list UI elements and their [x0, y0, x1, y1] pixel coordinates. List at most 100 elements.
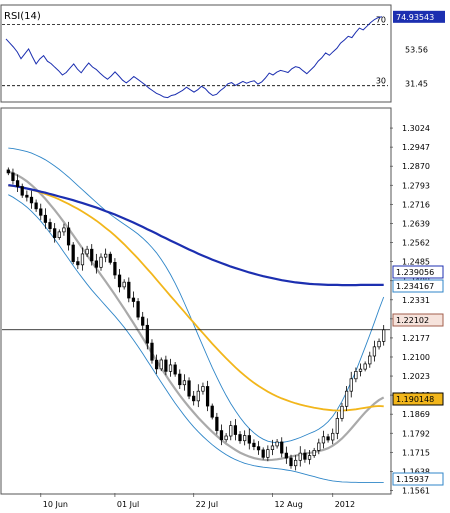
candle-body	[196, 390, 200, 402]
candle-body	[122, 281, 126, 288]
rsi-level-label: 70	[376, 15, 386, 24]
candle-body	[154, 359, 159, 370]
price-tick-label: 1.3024	[402, 124, 430, 133]
candle-body	[187, 380, 191, 397]
price-tick-label: 1.1792	[402, 429, 430, 438]
rsi-line	[5, 16, 383, 99]
candle-body	[354, 371, 358, 380]
price-value-tag	[392, 265, 444, 279]
candle-body	[76, 261, 80, 266]
candle-body	[62, 227, 66, 233]
price-tick-label: 1.2716	[402, 200, 430, 209]
x-tick-label: 22 Jul	[196, 500, 218, 509]
candle-body	[238, 434, 242, 442]
candle-body	[382, 329, 386, 342]
price-tick-label: 1.2177	[402, 334, 430, 343]
price-panel: 1.3024 1.2947 1.2870 1.2793 1.2716 1.2639 1.25…	[0, 107, 444, 509]
price-value-tag	[392, 392, 444, 406]
candle-body	[178, 373, 182, 386]
price-tick-label: 1.1715	[402, 448, 430, 457]
price-value-tag	[392, 279, 444, 293]
candle-body	[215, 416, 219, 431]
candle-body	[48, 222, 52, 230]
candle-body	[80, 253, 85, 266]
price-value-tag-text: 1.190148	[396, 395, 434, 404]
candle-body	[25, 194, 29, 198]
candle-body	[275, 441, 279, 447]
candle-body	[20, 186, 24, 196]
candle-body	[335, 418, 339, 434]
candle-body	[317, 442, 321, 451]
candle-body	[252, 442, 256, 448]
candle-body	[11, 172, 15, 181]
candle-body	[201, 386, 205, 392]
candle-body	[261, 449, 265, 458]
price-value-tag-text: 1.234167	[396, 282, 434, 291]
price-series-line	[8, 184, 384, 412]
candle-body	[29, 196, 34, 204]
candle-body	[256, 446, 261, 451]
candle-body	[224, 435, 228, 441]
candle-body	[57, 231, 61, 238]
x-tick-label: 10 Jun	[43, 500, 68, 509]
candle-body	[66, 227, 71, 246]
candle-body	[229, 425, 233, 437]
candle-body	[39, 208, 43, 216]
x-tick-label: 01 Jul	[117, 500, 139, 509]
candle-body	[205, 386, 210, 407]
candle-body	[145, 324, 149, 344]
price-tick-label: 1.2331	[402, 296, 430, 305]
candle-body	[344, 390, 349, 407]
price-tick-label: 1.1638	[402, 467, 430, 476]
candle-body	[280, 441, 284, 454]
price-series-line	[7, 170, 385, 462]
rsi-value-tag	[393, 10, 445, 23]
rsi-panel: RSI(14) 30 70 53.56 31.45 74.93543	[0, 4, 445, 103]
candle-body	[182, 380, 187, 386]
rsi-title: RSI(14)	[4, 11, 41, 22]
candle-body	[266, 449, 270, 458]
candle-body	[307, 455, 312, 460]
candle-body	[136, 301, 140, 318]
price-tick-label: 1.2562	[402, 239, 430, 248]
candle-body	[340, 405, 344, 419]
candle-body	[85, 248, 89, 255]
price-tick-label: 1.2023	[402, 372, 430, 381]
candle-body	[363, 363, 367, 370]
price-tick-label: 1.2100	[402, 353, 430, 362]
candle-body	[53, 228, 57, 238]
rsi-tick-label: 31.45	[405, 79, 428, 88]
price-tick-label: 1.1869	[402, 410, 430, 419]
candle-body	[117, 274, 122, 288]
x-tick-label: 12 Aug	[274, 500, 302, 509]
price-tick-label: 1.2947	[402, 143, 430, 152]
rsi-value-tag-text: 74.93543	[396, 13, 434, 22]
candle-body	[377, 341, 381, 348]
candle-body	[164, 359, 168, 372]
x-tick-label: 2012	[335, 500, 355, 509]
candle-body	[358, 368, 363, 372]
candle-body	[372, 346, 377, 357]
candle-body	[331, 432, 335, 441]
candle-body	[326, 436, 330, 441]
price-value-tag-text: 1.15937	[396, 475, 429, 484]
candle-body	[243, 435, 247, 442]
candle-body	[43, 214, 48, 223]
candle-body	[34, 202, 38, 210]
price-value-tag-text: 1.239056	[396, 268, 434, 277]
candle-body	[210, 405, 214, 418]
candle-body	[94, 260, 98, 268]
rsi-plot-frame	[0, 4, 392, 103]
price-value-tag	[392, 313, 444, 327]
candle-body	[173, 364, 177, 375]
candle-body	[368, 355, 372, 365]
candle-body	[90, 248, 94, 262]
price-series-line	[8, 194, 384, 484]
candle-body	[298, 452, 302, 461]
candle-body	[104, 253, 108, 258]
candle-body	[131, 297, 136, 302]
candle-body	[303, 452, 307, 460]
candle-body	[312, 450, 316, 456]
candle-body	[127, 281, 131, 299]
